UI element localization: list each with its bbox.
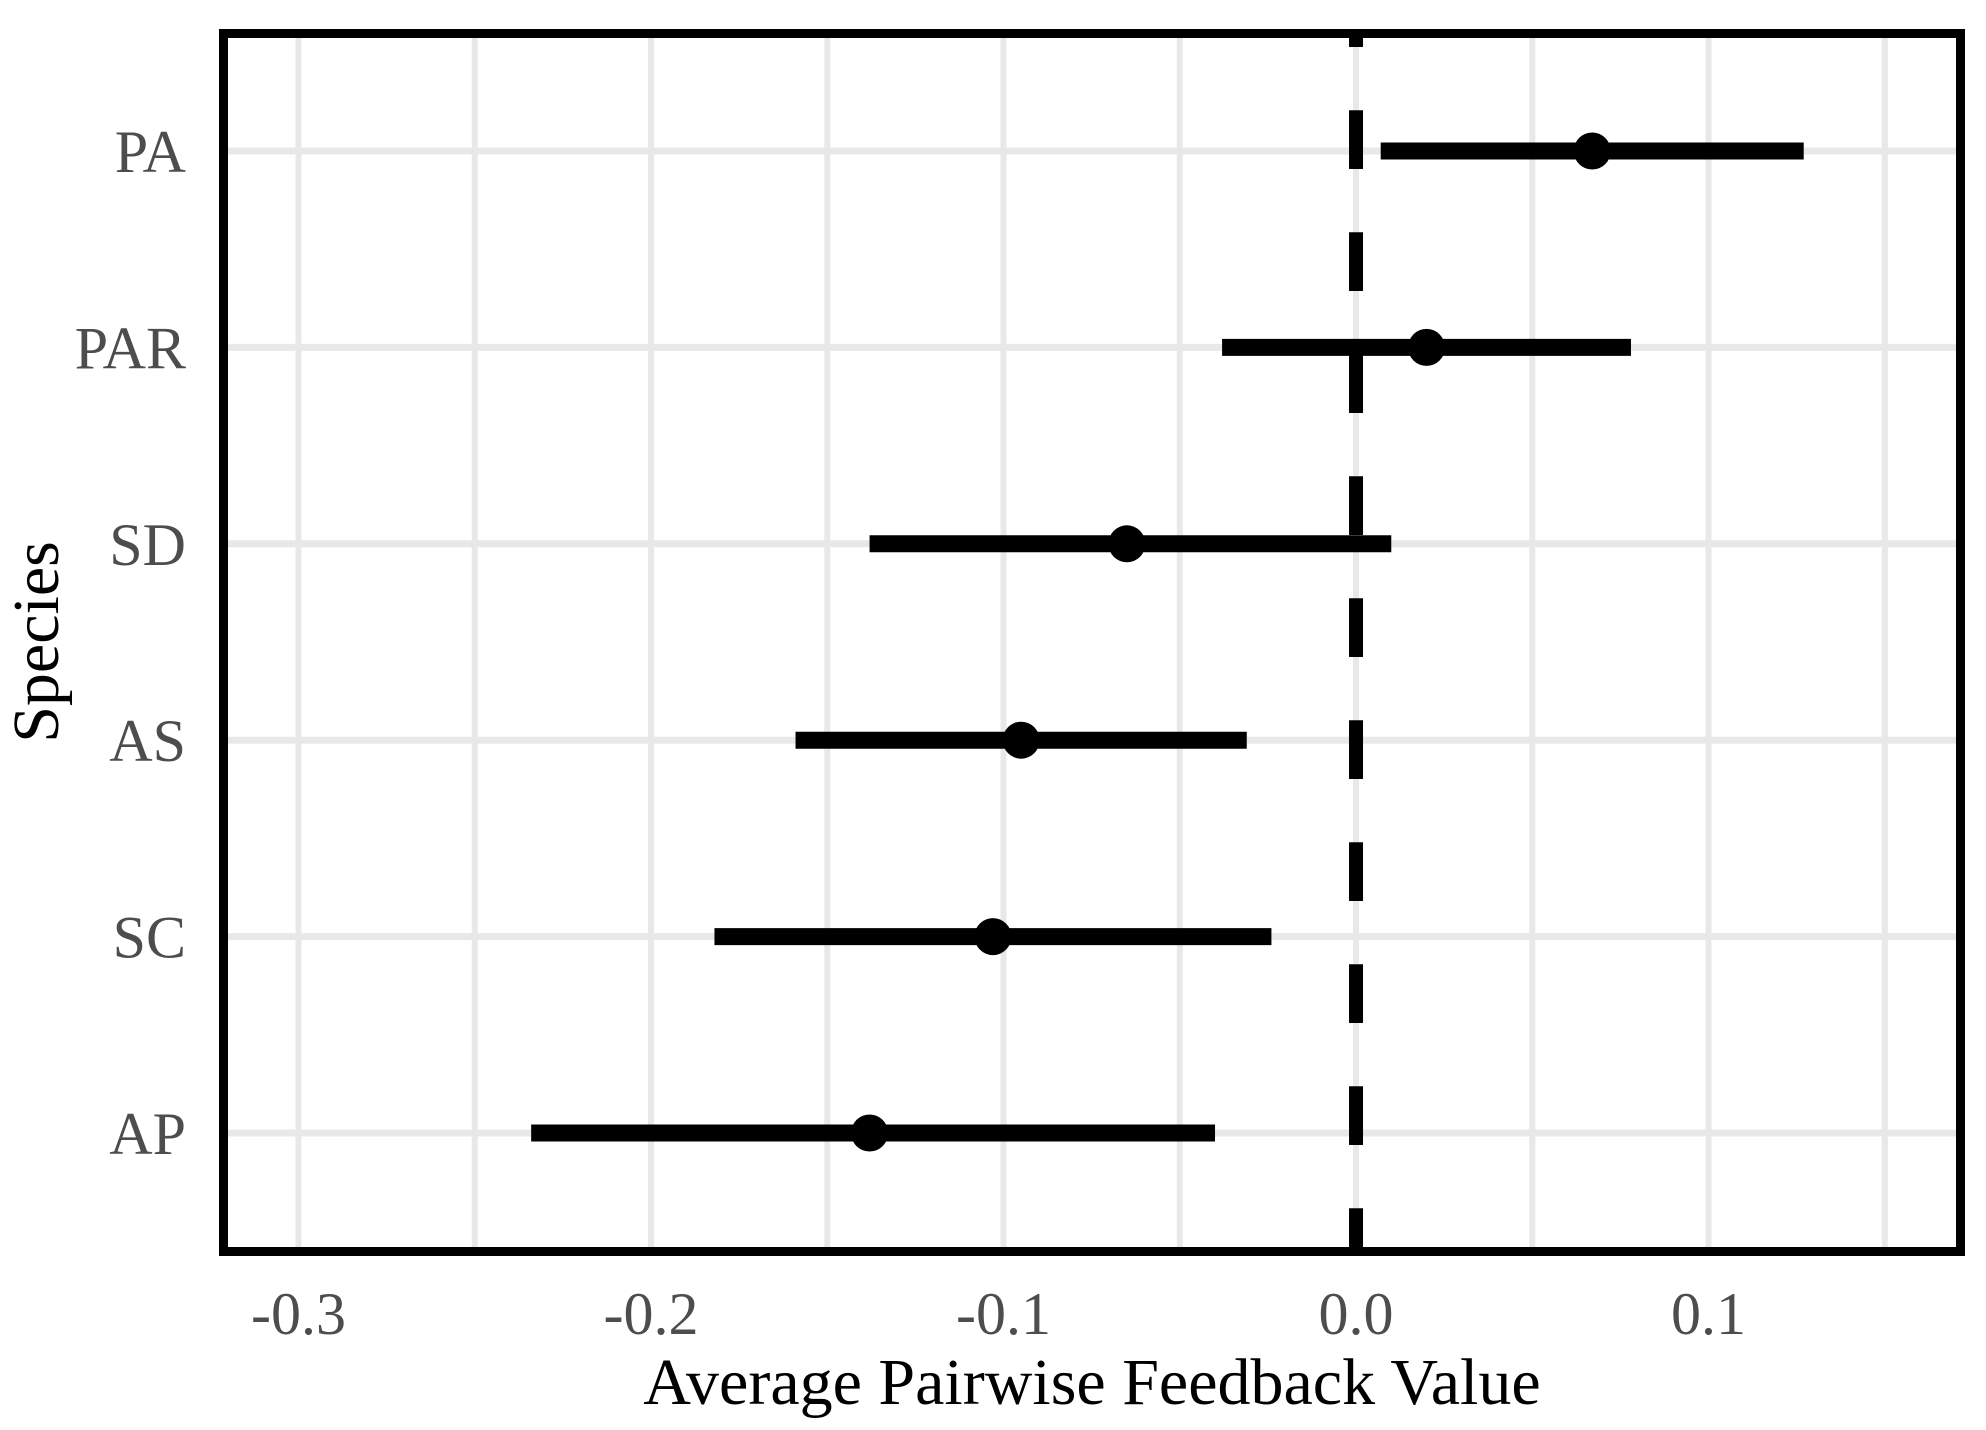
point-estimate [851,1114,889,1152]
x-axis-title: Average Pairwise Feedback Value [643,1346,1540,1419]
y-category-label: SC [113,905,186,971]
point-estimate [1408,328,1446,366]
x-tick-label: -0.1 [956,1281,1051,1347]
y-category-label: SD [109,512,186,578]
x-tick-label: 0.1 [1671,1281,1746,1347]
point-estimate [1108,525,1146,563]
point-estimate [1002,721,1040,759]
panel-background [219,29,1965,1256]
panel-border-layer [219,29,1965,1256]
point-estimate [1573,132,1611,170]
pointrange-PAR [1222,328,1631,366]
data-layer [531,132,1804,1152]
x-tick-label: 0.0 [1319,1281,1394,1347]
point-estimate [974,918,1012,956]
axis-label-layer: -0.3 -0.2 -0.1 0.0 0.1 PA PAR SD AS SC AP [75,119,1746,1347]
pointrange-SD [869,525,1392,563]
y-category-label: AP [109,1101,186,1167]
x-tick-label: -0.3 [251,1281,346,1347]
pointrange-AP [531,1114,1216,1152]
y-category-label: AS [109,708,186,774]
panel-border [219,29,1965,1256]
y-category-label: PA [115,119,186,185]
y-category-label: PAR [75,315,186,381]
pointrange-AS [795,721,1247,759]
y-axis-title: Species [0,541,73,743]
x-tick-label: -0.2 [604,1281,699,1347]
pointrange-PA [1380,132,1804,170]
pointrange-SC [714,918,1272,956]
gridline-layer [219,29,1965,1256]
